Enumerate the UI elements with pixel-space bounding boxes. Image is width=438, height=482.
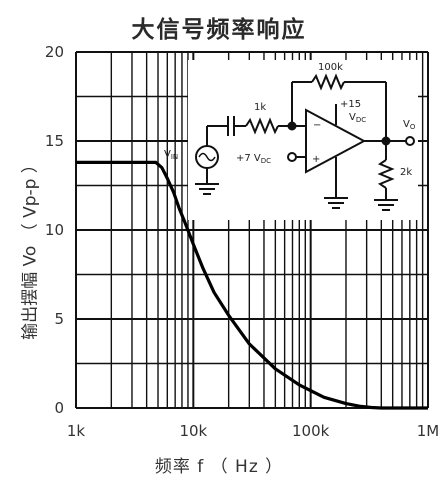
- opamp-icon: [305, 108, 367, 174]
- feedback-resistor-icon: [311, 73, 345, 91]
- noninverting-sign: +: [312, 154, 320, 165]
- bias-sub: DC: [261, 157, 271, 165]
- bias-value: +7 V: [236, 153, 261, 164]
- bias-label: +7 VDC: [236, 153, 271, 165]
- inverting-sign: −: [313, 120, 321, 131]
- source-v: V: [164, 149, 171, 160]
- chart-title: 大信号频率响应: [131, 17, 307, 43]
- y-tick-label: 5: [54, 310, 64, 328]
- y-tick-label: 0: [54, 399, 64, 417]
- source-sub: IN: [171, 153, 178, 161]
- input-resistor-icon: [245, 117, 279, 135]
- y-tick-label: 15: [45, 132, 64, 150]
- feedback-resistor-label: 100k: [318, 62, 343, 73]
- x-tick-label: 10k: [179, 422, 207, 440]
- y-tick-label: 20: [45, 43, 64, 61]
- supply-label: +15: [340, 99, 361, 110]
- x-tick-label: 100k: [292, 422, 330, 440]
- source-label: VIN: [164, 149, 178, 161]
- input-resistor-label: 1k: [254, 102, 266, 113]
- tick-labels: 1k 10k 100k 1M 0 5 10 15 20: [45, 43, 438, 440]
- output-v: V: [403, 119, 410, 130]
- x-tick-label: 1M: [417, 422, 438, 440]
- output-sub: O: [410, 123, 416, 131]
- load-resistor-icon: [377, 159, 395, 189]
- y-tick-label: 10: [45, 221, 64, 239]
- load-resistor-label: 2k: [400, 167, 412, 178]
- circuit-diagram: 100k 1k +15 VDC − + +7 VDC VIN VO 2k: [164, 60, 418, 220]
- curve-layer: [76, 160, 428, 410]
- response-curve: [76, 160, 428, 410]
- supply-sub: DC: [356, 116, 366, 124]
- x-axis-label: 频率 f （ Hz ）: [154, 457, 284, 477]
- x-tick-label: 1k: [67, 422, 86, 440]
- output-label: VO: [403, 119, 416, 131]
